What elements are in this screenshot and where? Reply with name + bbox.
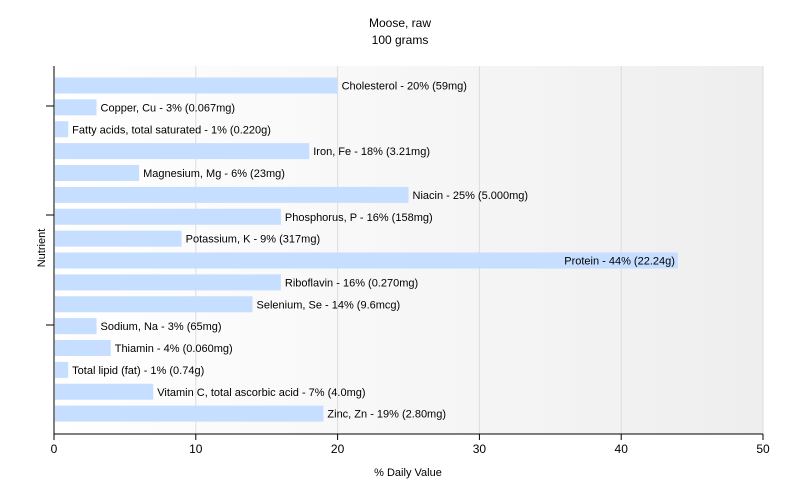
bar-label: Total lipid (fat) - 1% (0.74g) xyxy=(72,365,204,377)
bar xyxy=(55,121,69,138)
x-axis-title: % Daily Value xyxy=(374,467,442,479)
bar xyxy=(55,77,338,94)
bar xyxy=(55,186,409,203)
bar xyxy=(55,252,678,269)
x-tick-label: 20 xyxy=(331,442,345,456)
x-ticks: 0 10 20 30 40 50 xyxy=(51,434,770,456)
bar-label: Niacin - 25% (5.000mg) xyxy=(413,190,529,202)
bar-label: Potassium, K - 9% (317mg) xyxy=(186,234,321,246)
bar-label: Thiamin - 4% (0.060mg) xyxy=(115,343,233,355)
bar xyxy=(55,361,69,378)
bar-label: Phosphorus, P - 16% (158mg) xyxy=(285,212,433,224)
chart-title: Moose, raw xyxy=(369,16,431,30)
bar-label: Iron, Fe - 18% (3.21mg) xyxy=(313,146,430,158)
bar xyxy=(55,99,97,116)
bar-label: Selenium, Se - 14% (9.6mcg) xyxy=(257,299,401,311)
bar xyxy=(55,340,111,356)
y-axis-title: Nutrient xyxy=(36,229,48,268)
bar-label: Riboflavin - 16% (0.270mg) xyxy=(285,277,418,289)
bar xyxy=(55,143,310,160)
bar-label: Magnesium, Mg - 6% (23mg) xyxy=(143,168,285,180)
x-tick-label: 50 xyxy=(756,442,770,456)
plot-area xyxy=(54,66,763,434)
x-tick-label: 40 xyxy=(615,442,629,456)
x-tick-label: 10 xyxy=(189,442,203,456)
bar-label: Copper, Cu - 3% (0.067mg) xyxy=(101,102,236,114)
bar xyxy=(55,274,281,291)
bar-label: Sodium, Na - 3% (65mg) xyxy=(101,321,222,333)
bar-label: Cholesterol - 20% (59mg) xyxy=(342,81,467,93)
bar xyxy=(55,230,182,247)
bar xyxy=(55,405,324,422)
bar xyxy=(55,208,281,225)
bar-label: Vitamin C, total ascorbic acid - 7% (4.0… xyxy=(157,387,365,399)
x-tick-label: 0 xyxy=(51,442,58,456)
axes xyxy=(46,66,763,435)
bar-label: Protein - 44% (22.24g) xyxy=(564,256,675,268)
bar xyxy=(55,318,97,335)
x-tick-label: 30 xyxy=(473,442,487,456)
bar xyxy=(55,383,154,400)
bar xyxy=(55,165,140,181)
bar-label: Fatty acids, total saturated - 1% (0.220… xyxy=(72,124,271,136)
grid-lines xyxy=(195,66,764,434)
chart-subtitle: 100 grams xyxy=(372,33,429,47)
bar xyxy=(55,296,253,313)
bar-label: Zinc, Zn - 19% (2.80mg) xyxy=(327,409,446,421)
bars: Cholesterol - 20% (59mg) Copper, Cu - 3% … xyxy=(55,77,678,422)
